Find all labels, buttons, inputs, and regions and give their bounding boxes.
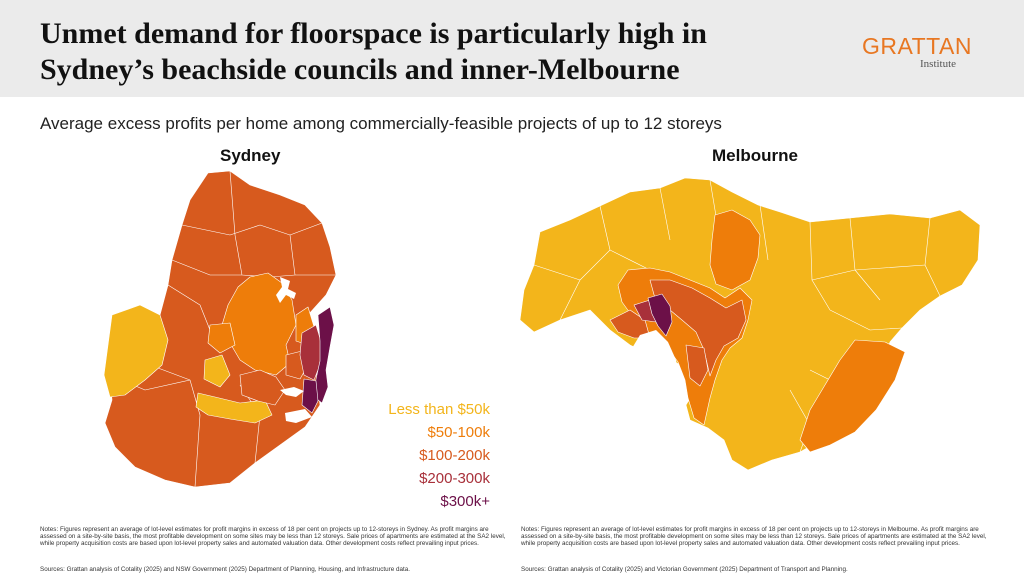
sydney-sources: Sources: Grattan analysis of Cotality (2… (40, 566, 410, 573)
sydney-region-west-lt50k (103, 304, 169, 398)
melbourne-region-100-200k (649, 279, 747, 377)
melbourne-notes: Notes: Figures represent an average of l… (521, 526, 987, 547)
title-line-1: Unmet demand for floorspace is particula… (40, 17, 707, 50)
melbourne-map (519, 177, 981, 471)
melbourne-region-300k-plus (647, 293, 673, 337)
map-legend: Less than $50k $50-100k $100-200k $200-3… (340, 398, 490, 513)
melbourne-region-east-50-100k (799, 339, 906, 453)
legend-item-300k-plus: $300k+ (440, 493, 490, 510)
legend-item-200-300k: $200-300k (419, 470, 490, 487)
grattan-logo: GRATTAN Institute (862, 34, 992, 70)
legend-item-100-200k: $100-200k (419, 447, 490, 464)
legend-item-lt50k: Less than $50k (388, 401, 490, 418)
legend-item-50-100k: $50-100k (427, 424, 490, 441)
sydney-region-200-300k (299, 324, 323, 381)
sydney-map (103, 170, 337, 488)
logo-wordmark: GRATTAN (862, 33, 972, 59)
chart-title: Unmet demand for floorspace is particula… (40, 16, 840, 88)
title-line-2: Sydney’s beachside councils and inner-Me… (40, 53, 680, 86)
sydney-notes: Notes: Figures represent an average of l… (40, 526, 506, 547)
chart-subtitle: Average excess profits per home among co… (40, 114, 722, 133)
sydney-map-title: Sydney (220, 146, 281, 165)
melbourne-sources: Sources: Grattan analysis of Cotality (2… (521, 566, 848, 573)
sydney-region-300k-plus (313, 306, 335, 404)
port-phillip-bay (626, 330, 680, 432)
sydney-region-inner-lt50k (203, 354, 231, 388)
logo-subtext: Institute (920, 58, 957, 70)
header-band (0, 0, 1024, 97)
melbourne-map-title: Melbourne (712, 146, 798, 165)
